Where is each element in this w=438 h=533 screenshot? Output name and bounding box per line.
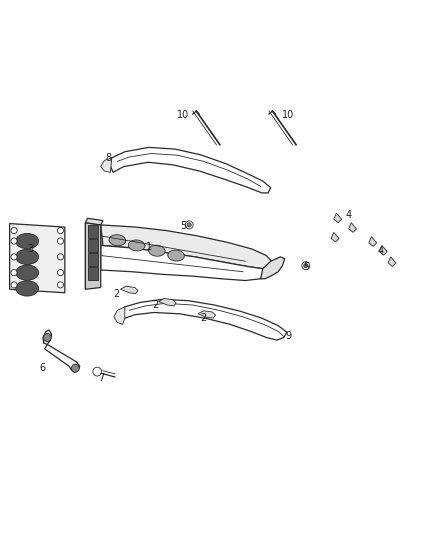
Text: 4: 4 <box>378 246 384 256</box>
Polygon shape <box>388 257 396 266</box>
Circle shape <box>93 367 102 376</box>
Circle shape <box>11 254 17 260</box>
Ellipse shape <box>148 245 165 256</box>
Circle shape <box>304 264 307 268</box>
Text: 1: 1 <box>146 242 152 252</box>
Polygon shape <box>43 330 52 344</box>
Circle shape <box>302 262 310 270</box>
Polygon shape <box>331 232 339 242</box>
Circle shape <box>57 238 64 244</box>
Text: 6: 6 <box>40 363 46 373</box>
Polygon shape <box>85 219 103 225</box>
Polygon shape <box>349 223 357 232</box>
Text: 10: 10 <box>177 110 189 120</box>
Text: 4: 4 <box>345 210 351 220</box>
Ellipse shape <box>16 233 39 249</box>
Ellipse shape <box>16 281 39 296</box>
Text: 10: 10 <box>282 110 294 120</box>
Bar <box>88 225 98 238</box>
Circle shape <box>187 223 191 227</box>
Text: 5: 5 <box>180 221 186 231</box>
Circle shape <box>11 270 17 276</box>
Text: 2: 2 <box>152 300 159 310</box>
Circle shape <box>71 364 79 372</box>
Polygon shape <box>10 223 65 293</box>
Polygon shape <box>85 223 101 289</box>
Circle shape <box>11 228 17 233</box>
Circle shape <box>57 254 64 260</box>
Circle shape <box>43 334 51 342</box>
Text: 5: 5 <box>304 262 310 272</box>
Polygon shape <box>379 246 387 255</box>
Circle shape <box>57 282 64 288</box>
Ellipse shape <box>16 265 39 280</box>
Polygon shape <box>198 311 215 318</box>
Polygon shape <box>85 223 101 289</box>
Text: 2: 2 <box>113 289 119 298</box>
Ellipse shape <box>16 249 39 264</box>
Polygon shape <box>114 307 125 324</box>
Polygon shape <box>110 147 271 193</box>
Text: 3: 3 <box>28 244 34 254</box>
Polygon shape <box>123 300 287 340</box>
Text: 2: 2 <box>201 313 207 323</box>
Circle shape <box>11 282 17 288</box>
Circle shape <box>185 221 193 229</box>
Polygon shape <box>101 225 272 269</box>
Polygon shape <box>261 257 285 279</box>
Text: 8: 8 <box>106 153 112 163</box>
Polygon shape <box>101 158 112 172</box>
Text: 7: 7 <box>99 373 105 383</box>
Polygon shape <box>159 298 176 306</box>
Bar <box>88 268 98 280</box>
Polygon shape <box>45 344 80 373</box>
Circle shape <box>57 228 64 233</box>
Bar <box>88 239 98 252</box>
Circle shape <box>11 238 17 244</box>
Text: 9: 9 <box>285 330 291 341</box>
Polygon shape <box>101 246 269 280</box>
Polygon shape <box>120 286 138 294</box>
Circle shape <box>57 270 64 276</box>
Ellipse shape <box>109 235 126 246</box>
Ellipse shape <box>128 240 145 251</box>
Ellipse shape <box>168 250 184 261</box>
Bar <box>88 253 98 265</box>
Polygon shape <box>369 237 377 246</box>
Polygon shape <box>334 213 342 223</box>
